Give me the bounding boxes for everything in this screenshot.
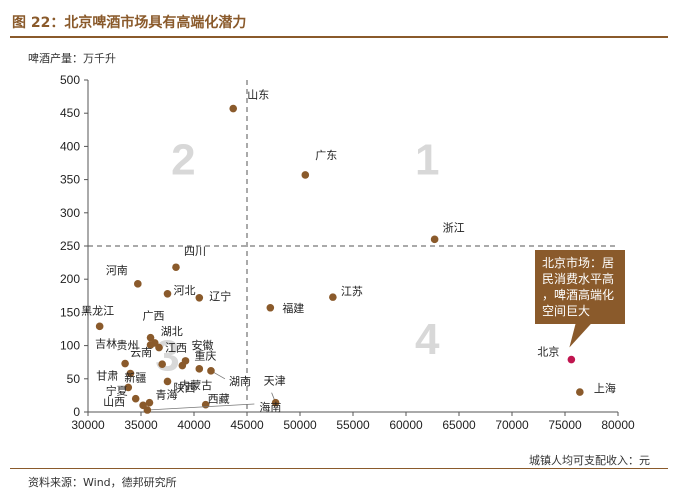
data-point <box>95 322 104 331</box>
data-point <box>178 361 187 370</box>
data-point <box>155 343 163 352</box>
point-label: 江苏 <box>341 285 363 298</box>
title-divider <box>10 36 668 38</box>
y-tick-label: 200 <box>60 272 80 286</box>
x-tick-label: 40000 <box>177 418 211 432</box>
data-point <box>207 367 215 375</box>
y-tick-label: 100 <box>60 339 80 353</box>
data-point <box>131 394 140 403</box>
point-label: 山东 <box>247 89 269 102</box>
data-point <box>134 280 142 288</box>
point-label: 四川 <box>184 245 206 258</box>
y-tick-label: 400 <box>60 139 80 153</box>
x-tick-label: 35000 <box>124 418 158 432</box>
callout-text-line: 北京市场：居 <box>542 255 614 270</box>
data-point <box>126 369 135 378</box>
figure-title: 图 22：北京啤酒市场具有高端化潜力 <box>12 15 247 31</box>
y-tick-label: 250 <box>60 239 80 253</box>
point-label: 宁夏 <box>106 384 128 398</box>
point-label: 福建 <box>282 301 304 315</box>
point-label: 重庆 <box>194 349 216 363</box>
data-point <box>163 290 172 298</box>
point-label: 天津 <box>264 375 286 388</box>
point-label: 河南 <box>106 264 128 277</box>
y-tick-label: 0 <box>73 405 80 419</box>
point-label: 辽宁 <box>209 289 231 303</box>
quadrant-number-4: 4 <box>415 315 440 364</box>
quadrant-number-2: 2 <box>171 136 195 185</box>
data-point <box>271 398 280 407</box>
point-label: 北京 <box>537 345 559 359</box>
data-point <box>121 359 129 368</box>
point-label: 内蒙古 <box>179 378 212 392</box>
data-point <box>158 360 166 368</box>
point-label: 浙江 <box>443 221 465 234</box>
point-label: 上海 <box>594 381 616 395</box>
x-axis-title: 城镇人均可支配收入：元 <box>529 454 650 467</box>
x-tick-label: 30000 <box>71 418 105 432</box>
data-point <box>266 303 275 312</box>
point-label: 西藏 <box>208 393 230 406</box>
callout-text-line: ，啤酒高端化 <box>542 287 614 302</box>
data-point <box>145 398 154 407</box>
quadrant-number-3: 3 <box>155 332 179 381</box>
point-label: 陕西 <box>174 380 196 394</box>
x-tick-label: 75000 <box>548 418 582 432</box>
point-label: 青海 <box>155 388 177 402</box>
data-point <box>143 406 152 414</box>
point-label: 贵州 <box>117 339 139 352</box>
data-point <box>576 388 584 396</box>
data-point <box>329 293 337 301</box>
point-label: 广西 <box>143 310 165 323</box>
y-tick-label: 50 <box>67 372 81 386</box>
data-point <box>195 293 204 302</box>
point-label: 河北 <box>174 284 196 297</box>
x-tick-label: 50000 <box>283 418 317 432</box>
point-label: 新疆 <box>124 370 146 384</box>
data-point <box>229 104 238 113</box>
callout-text-line: 空间巨大 <box>542 304 590 318</box>
data-point <box>195 365 204 373</box>
point-label: 黑龙江 <box>81 304 114 317</box>
source-note: 资料来源：Wind，德邦研究所 <box>28 476 177 489</box>
point-label: 甘肃 <box>96 369 118 382</box>
label-leader-line <box>147 403 255 411</box>
data-point <box>163 377 172 386</box>
y-tick-label: 150 <box>60 305 80 319</box>
data-point <box>146 333 155 342</box>
point-label: 安徽 <box>192 338 214 352</box>
highlight-data-point <box>567 355 576 364</box>
point-label: 山西 <box>103 395 125 408</box>
y-tick-label: 300 <box>60 206 80 220</box>
y-tick-label: 450 <box>60 106 80 120</box>
point-label: 江西 <box>165 342 187 355</box>
data-point <box>124 383 133 392</box>
x-tick-label: 80000 <box>601 418 635 432</box>
point-label: 海南 <box>259 400 281 414</box>
point-label: 湖南 <box>229 375 251 388</box>
x-tick-label: 60000 <box>389 418 423 432</box>
quadrant-number-1: 1 <box>415 136 439 185</box>
callout-pointer <box>569 324 591 348</box>
point-label: 湖北 <box>161 325 183 338</box>
y-axis-title: 啤酒产量：万千升 <box>28 52 116 65</box>
y-tick-label: 350 <box>60 173 80 187</box>
y-tick-label: 500 <box>60 73 80 87</box>
x-tick-label: 55000 <box>336 418 370 432</box>
point-label: 吉林 <box>95 337 117 351</box>
callout-text-line: 民消费水平高 <box>542 271 614 286</box>
footer-divider <box>10 468 668 469</box>
point-label: 云南 <box>130 346 152 359</box>
data-point <box>146 341 155 349</box>
x-tick-label: 65000 <box>442 418 476 432</box>
callout-box <box>535 250 625 324</box>
data-point <box>172 263 180 272</box>
x-tick-label: 70000 <box>495 418 529 432</box>
data-point <box>301 171 310 179</box>
data-point <box>430 235 439 244</box>
x-tick-label: 45000 <box>230 418 264 432</box>
point-label: 广东 <box>315 149 337 162</box>
